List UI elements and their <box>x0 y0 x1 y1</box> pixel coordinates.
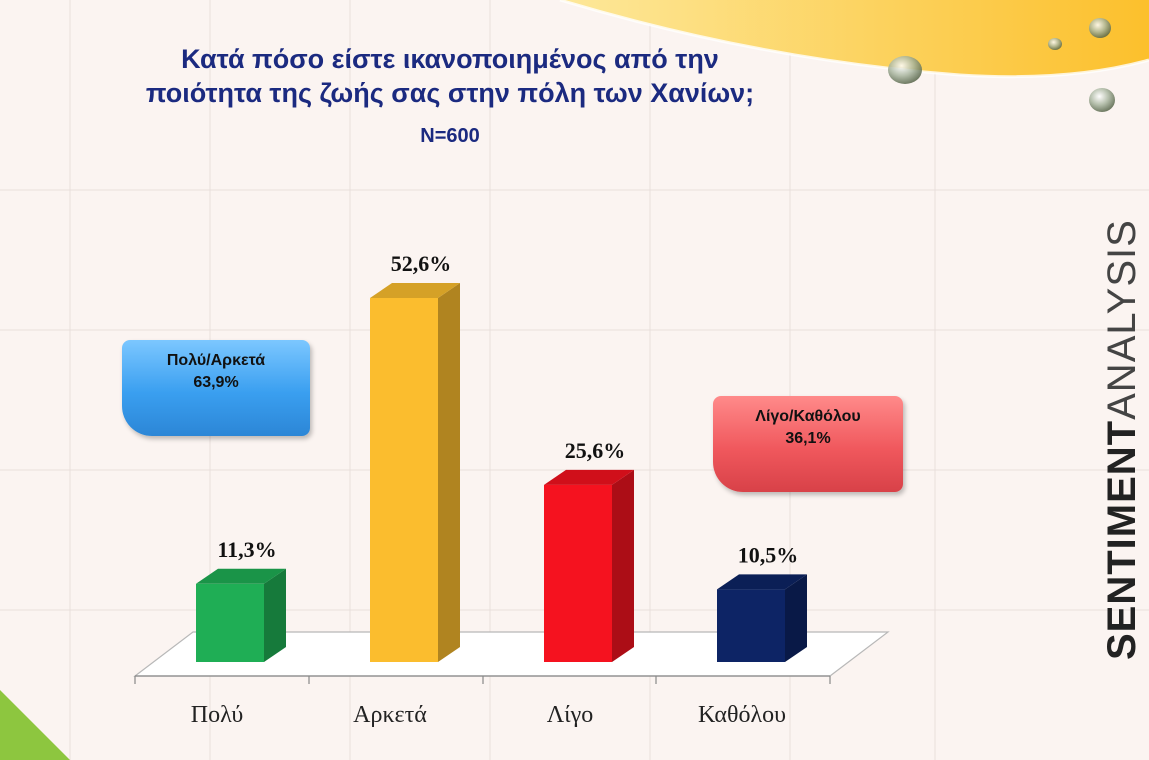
water-drop-decoration <box>1089 88 1115 112</box>
callout-negative-label: Λίγο/Καθόλου <box>755 408 861 425</box>
x-tick-label: Πολύ <box>191 702 243 728</box>
bar-3 <box>544 469 634 662</box>
decorative-swoosh <box>560 0 1149 77</box>
bar-value-label: 25,6% <box>565 438 626 463</box>
callout-negative: Λίγο/Καθόλου 36,1% <box>713 396 903 492</box>
bar-value-label: 10,5% <box>738 542 799 567</box>
bar-4 <box>717 574 807 662</box>
water-drop-decoration <box>1089 18 1111 38</box>
x-tick-label: Λίγο <box>547 702 593 728</box>
bars-group: 11,3% Πολύ 52,6% Αρκετά 25,6% Λίγο 10,5% Καθόλο… <box>191 251 807 728</box>
bar-value-label: 11,3% <box>217 537 276 562</box>
brand-logo: SENTIMENTANALYSIS <box>1100 219 1145 660</box>
chart-title: Κατά πόσο είστε ικανοποιημένος από την π… <box>60 42 840 110</box>
callout-positive-label: Πολύ/Αρκετά <box>166 352 266 369</box>
callout-positive: Πολύ/Αρκετά 63,9% <box>122 340 310 436</box>
water-drop-decoration <box>888 56 922 84</box>
callout-negative-value: 36,1% <box>785 430 831 447</box>
bar-top <box>717 574 807 590</box>
bar-top <box>370 283 460 298</box>
bar-top <box>196 568 286 584</box>
bar-front <box>196 583 264 662</box>
bar-side <box>785 574 807 662</box>
x-axis-ticks <box>134 676 831 684</box>
bar-top <box>544 469 634 485</box>
x-tick-label: Καθόλου <box>698 702 786 728</box>
brand-bold: SENTIMENT <box>1100 419 1144 660</box>
bar-value-label: 52,6% <box>391 251 452 276</box>
bar-front <box>370 298 438 662</box>
bar-1 <box>196 568 286 662</box>
chart-title-line-1: Κατά πόσο είστε ικανοποιημένος από την <box>181 44 719 74</box>
bar-side <box>264 568 286 662</box>
bar-side <box>612 469 634 662</box>
bar-2 <box>370 283 460 662</box>
callout-positive-value: 63,9% <box>193 374 239 391</box>
x-tick-label: Αρκετά <box>353 702 427 728</box>
bar-front <box>717 589 785 662</box>
decorative-corner <box>0 690 70 760</box>
bar-side <box>438 283 460 662</box>
sample-size: N=600 <box>420 125 480 147</box>
chart-title-line-2: ποιότητα της ζωής σας στην πόλη των Χανί… <box>145 78 755 108</box>
bar-front <box>544 484 612 662</box>
brand-light: ANALYSIS <box>1100 219 1144 420</box>
water-drop-decoration <box>1048 38 1062 50</box>
